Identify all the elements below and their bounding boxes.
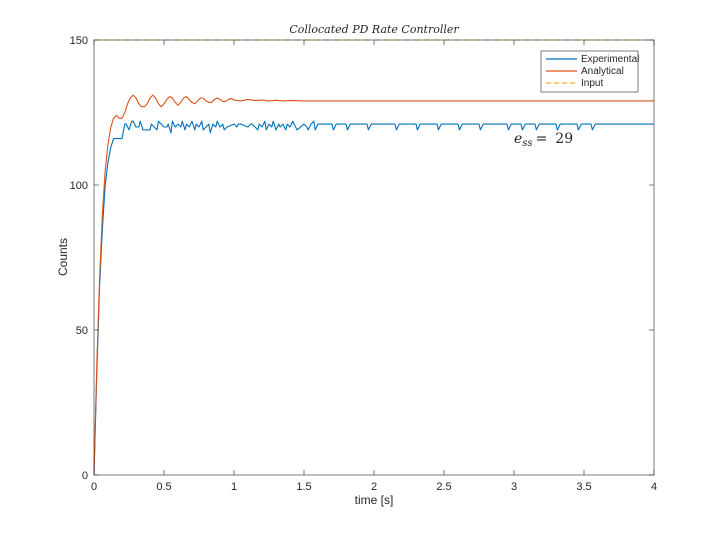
- series-line-analytical: [93, 94, 654, 476]
- x-tick-label: 2: [371, 481, 377, 493]
- legend-label-input: Input: [581, 78, 603, 89]
- ess-value: 29: [555, 131, 573, 147]
- y-tick-label: 0: [82, 470, 88, 482]
- x-tick-label: 3: [511, 481, 517, 493]
- ess-annotation-text: ess = 29: [514, 131, 573, 149]
- y-tick-label: 100: [70, 180, 88, 192]
- y-tick-label: 50: [76, 325, 88, 337]
- legend: Experimental Analytical Input: [540, 50, 639, 93]
- ess-equals: =: [536, 131, 548, 147]
- legend-label-analytical: Analytical: [581, 66, 624, 77]
- y-tick-label: 150: [70, 35, 88, 47]
- legend-label-experimental: Experimental: [581, 54, 639, 65]
- x-tick-label: 3.5: [576, 481, 591, 493]
- y-axis-label: Counts: [56, 238, 70, 276]
- tick-layer: 0 0.5 1 1.5 2 2.5 3 3.5 4 0 50 100 150: [70, 35, 657, 493]
- x-tick-label: 0.5: [156, 481, 171, 493]
- x-tick-label: 2.5: [436, 481, 451, 493]
- plot-area: [94, 40, 654, 475]
- chart-title: Collocated PD Rate Controller: [289, 23, 459, 36]
- ess-base: e: [514, 131, 522, 147]
- x-tick-label: 4: [651, 481, 657, 493]
- x-tick-label: 1: [231, 481, 237, 493]
- x-tick-label: 1.5: [296, 481, 311, 493]
- ess-annotation: ess = 29: [514, 131, 573, 149]
- x-axis-label: time [s]: [355, 493, 394, 507]
- series-line-experimental: [93, 120, 654, 476]
- ess-subscript: ss: [522, 138, 532, 149]
- x-tick-label: 0: [91, 481, 97, 493]
